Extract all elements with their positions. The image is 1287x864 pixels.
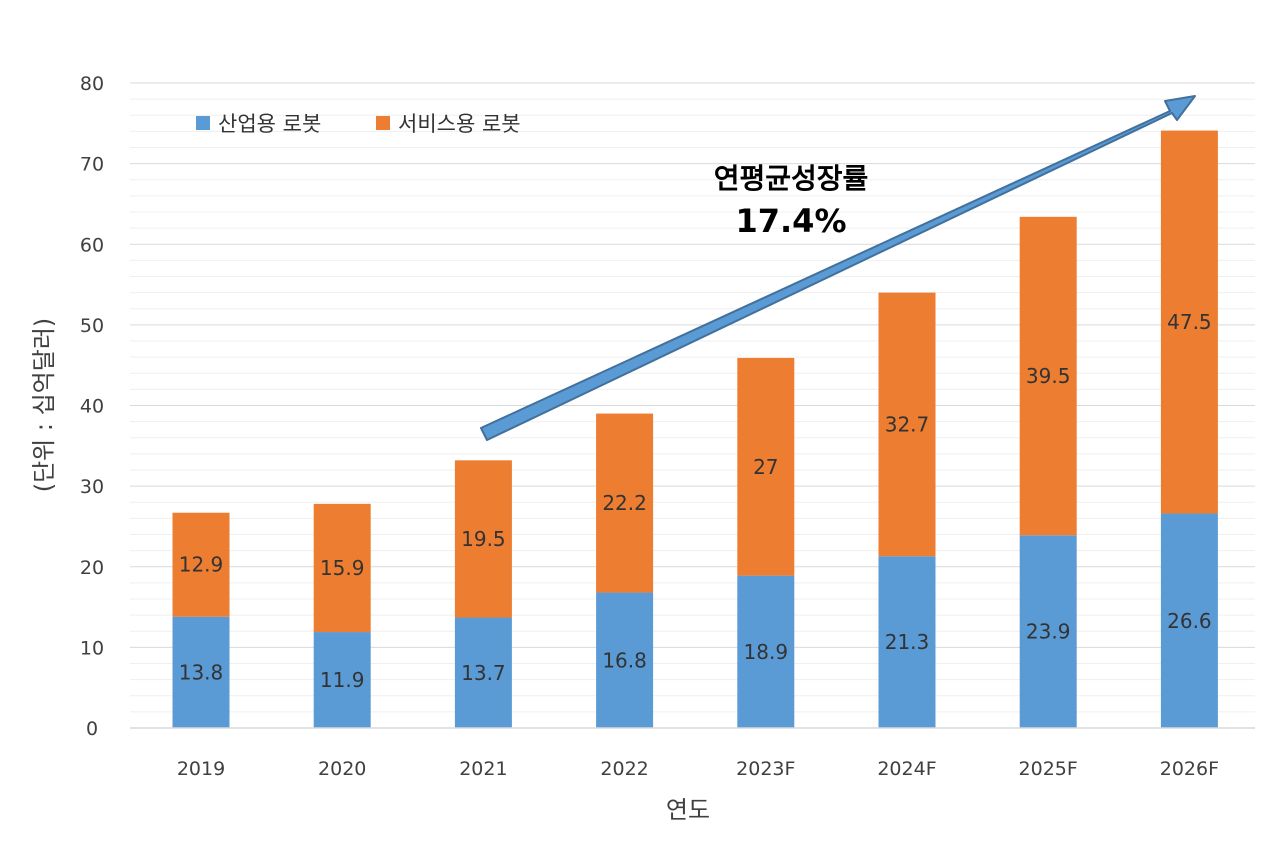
- bar-industrial-2019: [172, 616, 230, 728]
- bar-industrial-2023F: [737, 575, 795, 728]
- data-label: 23.9: [1026, 620, 1071, 644]
- bar-service-2024F: [878, 292, 936, 557]
- data-label: 26.6: [1167, 609, 1212, 633]
- y-axis-ticks: 0 10 20 30 40 50 60 70 80: [80, 73, 104, 740]
- bar-industrial-2026F: [1160, 513, 1218, 728]
- bar-industrial-2021: [454, 617, 512, 728]
- data-label: 12.9: [179, 553, 224, 577]
- y-tick-label: 80: [80, 73, 104, 95]
- x-tick-label: 2019: [177, 758, 225, 780]
- data-label: 18.9: [744, 640, 789, 664]
- legend-swatch-service: [376, 116, 390, 130]
- growth-arrow: [480, 95, 1196, 441]
- x-tick-label: 2026F: [1160, 758, 1219, 780]
- bar-service-2021: [454, 460, 512, 618]
- y-tick-label: 40: [80, 396, 104, 418]
- legend: 산업용 로봇 서비스용 로봇: [196, 112, 521, 136]
- y-tick-label: 10: [80, 637, 104, 659]
- bar-service-2022: [596, 413, 654, 593]
- bar-industrial-2020: [313, 632, 371, 728]
- y-axis-title: (단위 : 십억달러): [30, 318, 58, 493]
- x-tick-label: 2021: [459, 758, 507, 780]
- x-tick-label: 2020: [318, 758, 366, 780]
- bar-service-2023F: [737, 357, 795, 576]
- y-tick-label: 60: [80, 234, 104, 256]
- cagr-label: 연평균성장률: [714, 162, 869, 195]
- data-label: 15.9: [320, 556, 365, 580]
- bar-industrial-2025F: [1019, 535, 1077, 728]
- legend-swatch-industrial: [196, 116, 210, 130]
- data-label: 27: [753, 455, 778, 479]
- x-tick-label: 2022: [600, 758, 648, 780]
- y-tick-label: 0: [86, 718, 98, 740]
- y-tick-label: 70: [80, 154, 104, 176]
- bar-service-2020: [313, 503, 371, 633]
- x-tick-label: 2024F: [877, 758, 936, 780]
- data-label: 21.3: [885, 630, 930, 654]
- bar-service-2019: [172, 512, 230, 617]
- x-axis-ticks: 2019 2020 2021 2022 2023F 2024F 2025F 2026F: [177, 758, 1219, 780]
- data-label: 16.8: [602, 648, 647, 672]
- legend-label-service: 서비스용 로봇: [398, 112, 521, 136]
- y-tick-label: 50: [80, 315, 104, 337]
- legend-label-industrial: 산업용 로봇: [218, 112, 321, 136]
- y-tick-label: 20: [80, 557, 104, 579]
- growth-arrow-shape: [480, 95, 1196, 441]
- gridlines: [130, 82, 1255, 713]
- data-label: 11.9: [320, 668, 365, 692]
- data-label: 39.5: [1026, 364, 1071, 388]
- bar-service-2026F: [1160, 130, 1218, 514]
- bar-service-2025F: [1019, 216, 1077, 536]
- data-label: 19.5: [461, 527, 506, 551]
- data-label: 22.2: [602, 491, 647, 515]
- data-label: 47.5: [1167, 310, 1212, 334]
- cagr-value: 17.4%: [735, 202, 846, 240]
- bar-industrial-2024F: [878, 556, 936, 728]
- y-tick-label: 30: [80, 476, 104, 498]
- x-axis-title: 연도: [666, 796, 710, 824]
- x-tick-label: 2023F: [736, 758, 795, 780]
- x-tick-label: 2025F: [1019, 758, 1078, 780]
- data-label: 13.7: [461, 661, 506, 685]
- bars: 13.8 12.9 11.9 15.9 13.7 19.5 16.8 22.2 18.9 27 21…: [172, 130, 1218, 728]
- bar-industrial-2022: [596, 592, 654, 728]
- data-label: 32.7: [885, 412, 930, 436]
- data-label: 13.8: [179, 660, 224, 684]
